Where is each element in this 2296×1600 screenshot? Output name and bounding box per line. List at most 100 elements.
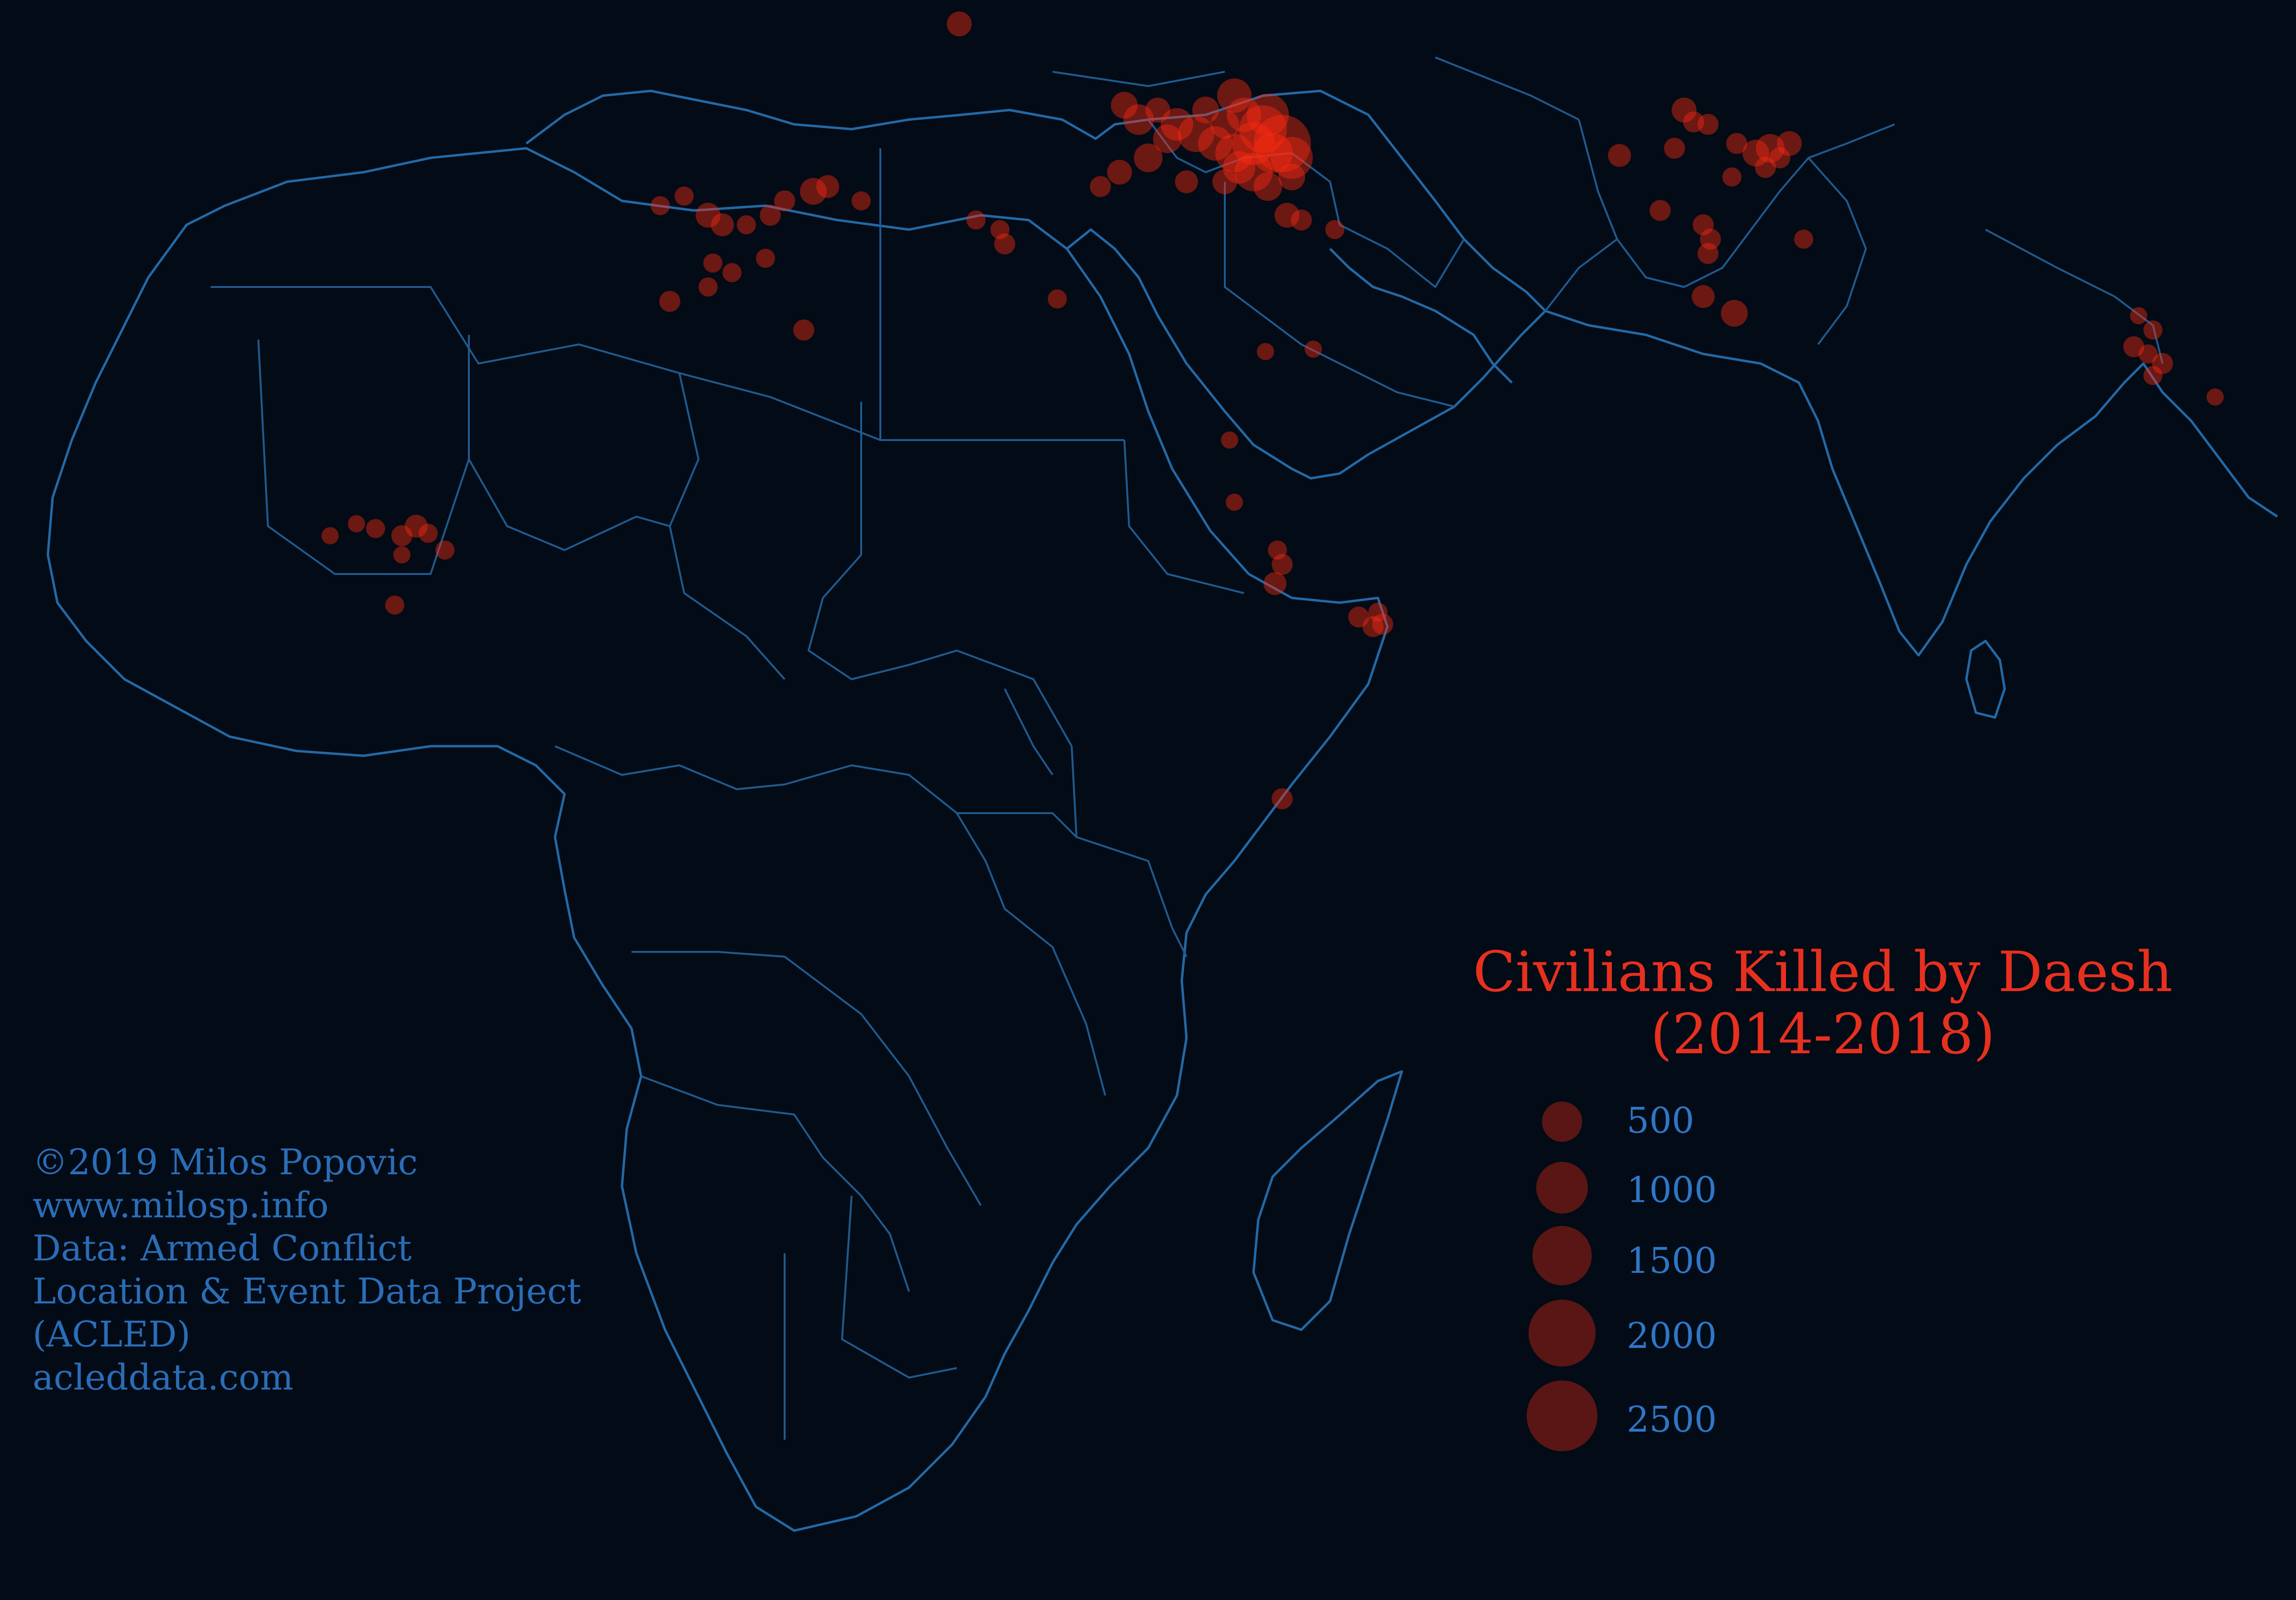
event-marker xyxy=(722,263,742,282)
event-marker xyxy=(419,524,438,543)
credit-data-source-1: Data: Armed Conflict xyxy=(33,1228,412,1269)
event-marker xyxy=(435,541,455,560)
event-marker xyxy=(1223,151,1255,184)
event-marker xyxy=(1210,110,1239,139)
event-marker xyxy=(1145,98,1170,122)
country-borders-layer xyxy=(46,56,2278,1532)
event-marker xyxy=(348,515,365,532)
event-marker xyxy=(2143,366,2163,385)
event-marker xyxy=(1278,164,1305,190)
event-marker xyxy=(1697,114,1719,135)
african-borders xyxy=(211,148,1244,1440)
event-marker xyxy=(800,178,827,205)
event-marker xyxy=(1221,431,1238,449)
event-marker xyxy=(1742,140,1769,166)
event-marker xyxy=(1175,170,1198,193)
credit-data-source-2: Location & Event Data Project xyxy=(33,1271,581,1312)
event-marker xyxy=(322,527,339,544)
event-marker xyxy=(1769,147,1790,168)
event-marker xyxy=(366,519,385,538)
legend-symbol-1500 xyxy=(1532,1226,1592,1285)
event-marker xyxy=(852,191,871,210)
event-marker xyxy=(1368,603,1387,622)
event-marker xyxy=(1134,143,1163,172)
madagascar xyxy=(1252,1070,1403,1331)
credit-data-url: acleddata.com xyxy=(33,1357,294,1398)
event-marker xyxy=(1697,243,1719,264)
event-markers-layer xyxy=(322,11,2224,809)
event-marker xyxy=(1271,137,1313,179)
event-marker xyxy=(1227,98,1261,132)
legend-symbol-500 xyxy=(1542,1102,1582,1142)
legend-title-line1: Civilians Killed by Daesh xyxy=(1473,940,2173,1004)
event-marker xyxy=(1192,97,1219,123)
event-marker xyxy=(2207,388,2224,406)
legend-symbols xyxy=(1527,1102,1597,1451)
asian-borders xyxy=(1052,56,2163,408)
event-marker xyxy=(651,196,670,215)
event-marker xyxy=(2139,344,2158,364)
event-marker xyxy=(1253,133,1293,173)
event-marker xyxy=(1275,203,1299,228)
event-marker xyxy=(1672,98,1697,122)
event-marker xyxy=(1756,134,1785,163)
legend-label-2500: 2500 xyxy=(1627,1399,1717,1440)
legend-title-line2: (2014-2018) xyxy=(1650,1002,1996,1067)
event-marker xyxy=(1692,285,1715,308)
event-marker xyxy=(1348,607,1369,628)
event-marker xyxy=(1090,176,1111,197)
event-marker xyxy=(1305,341,1322,358)
event-marker xyxy=(1722,167,1741,187)
event-marker xyxy=(1253,172,1282,201)
event-marker xyxy=(659,291,680,312)
event-marker xyxy=(1212,169,1237,194)
event-marker xyxy=(1153,124,1182,153)
event-marker xyxy=(711,213,734,236)
event-marker xyxy=(1664,138,1685,159)
event-marker xyxy=(947,11,972,36)
event-marker xyxy=(994,233,1015,254)
event-marker xyxy=(1363,616,1384,637)
legend-label-2000: 2000 xyxy=(1627,1315,1717,1357)
event-marker xyxy=(1215,134,1253,172)
event-marker xyxy=(2152,353,2173,374)
event-marker xyxy=(1111,92,1138,119)
event-marker xyxy=(774,190,795,211)
legend-symbol-2500 xyxy=(1527,1380,1597,1451)
event-marker xyxy=(1234,153,1273,191)
legend-symbol-1000 xyxy=(1536,1162,1588,1214)
event-marker xyxy=(1700,229,1721,250)
event-marker xyxy=(1721,300,1748,327)
sri-lanka xyxy=(1965,640,2006,719)
event-marker xyxy=(393,546,410,563)
event-marker xyxy=(1107,160,1132,185)
credit-acronym: (ACLED) xyxy=(33,1314,191,1355)
event-marker xyxy=(1226,494,1243,511)
event-marker xyxy=(1372,614,1393,635)
legend-label-500: 500 xyxy=(1627,1100,1695,1141)
india-coastline xyxy=(1545,309,2278,657)
event-marker xyxy=(2123,336,2144,357)
event-marker xyxy=(1253,115,1311,172)
event-marker xyxy=(699,277,718,297)
legend-label-1500: 1500 xyxy=(1627,1240,1717,1281)
event-marker xyxy=(1161,108,1193,141)
event-marker xyxy=(1257,343,1274,360)
event-marker xyxy=(816,175,839,198)
event-marker xyxy=(966,210,986,230)
event-marker xyxy=(703,254,722,273)
event-marker xyxy=(1693,214,1714,235)
event-marker xyxy=(756,249,775,268)
event-marker xyxy=(1683,111,1704,132)
event-marker xyxy=(1777,131,1802,156)
event-marker xyxy=(1123,104,1154,135)
event-marker xyxy=(391,525,412,546)
event-marker xyxy=(675,187,694,206)
legend-symbol-2000 xyxy=(1529,1300,1596,1367)
event-marker xyxy=(737,215,756,234)
event-marker xyxy=(2143,320,2163,340)
credit-website: www.milosp.info xyxy=(33,1185,329,1226)
eurasia-coastline xyxy=(525,89,1547,480)
event-marker xyxy=(1217,78,1252,113)
